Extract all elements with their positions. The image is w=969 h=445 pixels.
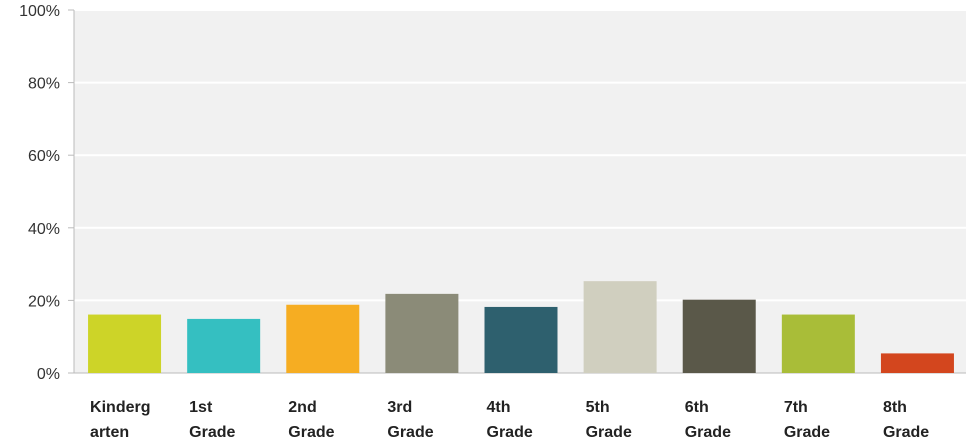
y-tick-label: 0%: [37, 366, 60, 383]
bars: [88, 281, 954, 373]
x-category-label: 3rd Grade: [387, 399, 433, 441]
x-category-label: 4th Grade: [487, 399, 533, 441]
y-tick-label: 20%: [28, 293, 60, 310]
bar: [88, 314, 162, 373]
y-tick-label: 40%: [28, 221, 60, 238]
bar: [781, 314, 855, 373]
x-category-label: Kinderg arten: [90, 399, 150, 441]
bar: [583, 281, 657, 373]
bar: [682, 299, 756, 373]
x-category-label: 7th Grade: [784, 399, 830, 441]
y-tick-label: 100%: [19, 3, 60, 20]
bar: [385, 293, 459, 373]
x-category-label: 1st Grade: [189, 399, 235, 441]
x-category-label: 8th Grade: [883, 399, 929, 441]
bar: [286, 304, 360, 373]
bar: [484, 306, 558, 373]
y-tick-label: 60%: [28, 148, 60, 165]
bar: [880, 353, 954, 373]
x-category-label: 6th Grade: [685, 399, 731, 441]
x-category-label: 5th Grade: [586, 399, 632, 441]
x-category-label: 2nd Grade: [288, 399, 334, 441]
y-axis: 0% 20% 40% 60% 80% 100%: [19, 3, 966, 383]
y-tick-label: 80%: [28, 76, 60, 93]
bar: [187, 318, 261, 373]
gridlines: [74, 9, 966, 302]
x-axis-labels: Kinderg arten 1st Grade 2nd Grade 3rd Grade 4th G…: [90, 399, 929, 441]
